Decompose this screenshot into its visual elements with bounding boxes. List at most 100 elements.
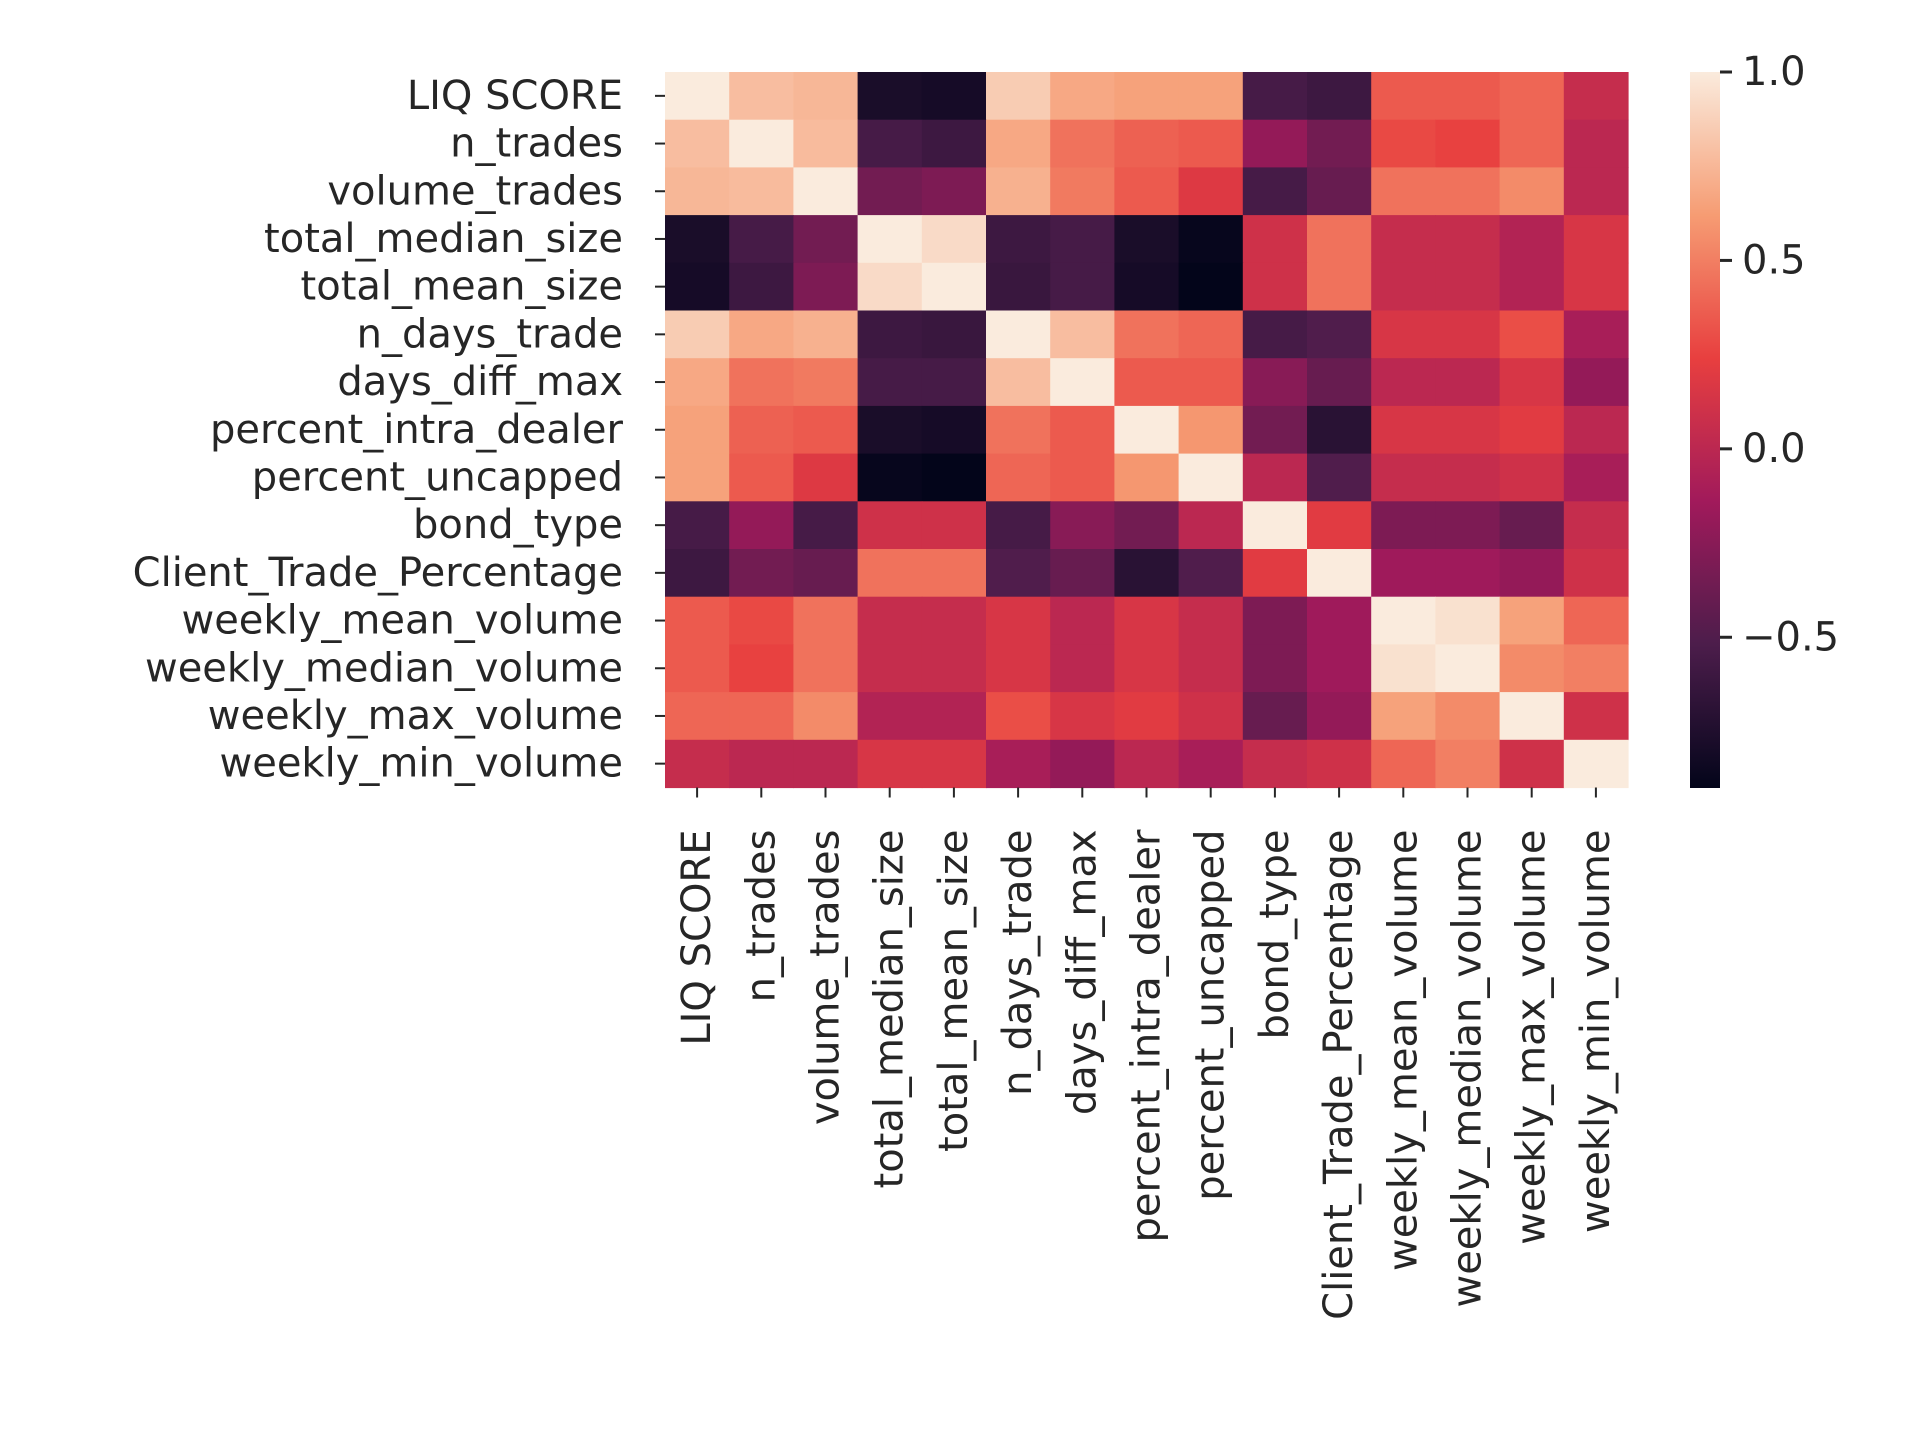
y-tick-label: LIQ SCORE xyxy=(407,73,623,119)
heatmap-cell xyxy=(921,501,987,550)
heatmap-cell xyxy=(1499,739,1565,789)
heatmap-cell xyxy=(1114,501,1180,550)
x-tick-label: total_median_size xyxy=(867,829,913,1188)
heatmap-cell xyxy=(986,644,1051,693)
y-tick-label: weekly_median_volume xyxy=(145,645,623,691)
heatmap-cell xyxy=(1178,405,1244,455)
heatmap-cell xyxy=(1371,739,1436,789)
heatmap-cell xyxy=(921,549,987,598)
heatmap-cell xyxy=(921,453,987,502)
heatmap-cell xyxy=(1435,215,1501,264)
heatmap-cell xyxy=(729,262,794,312)
heatmap-cell xyxy=(1563,310,1629,359)
heatmap-cell xyxy=(1178,549,1244,598)
heatmap-cell xyxy=(1435,739,1501,789)
heatmap-cell xyxy=(1307,215,1372,264)
heatmap-cell xyxy=(986,310,1051,359)
heatmap-cell xyxy=(1114,739,1180,789)
heatmap-cell xyxy=(1114,215,1180,264)
colorbar-tick-label: 1.0 xyxy=(1742,49,1806,95)
heatmap-cell xyxy=(1242,215,1308,264)
heatmap-cell xyxy=(1242,644,1308,693)
heatmap-cell xyxy=(1371,358,1436,407)
heatmap-cell xyxy=(1307,72,1372,121)
heatmap-cell xyxy=(857,501,923,550)
heatmap-cell xyxy=(986,549,1051,598)
heatmap-cell xyxy=(1563,215,1629,264)
heatmap-cell xyxy=(1435,310,1501,359)
colorbar-gradient xyxy=(1690,72,1720,788)
heatmap-cell xyxy=(1435,72,1501,121)
heatmap-cell xyxy=(1371,215,1436,264)
heatmap-cell xyxy=(921,72,987,121)
heatmap-cell xyxy=(1178,596,1244,645)
x-tick-label: LIQ SCORE xyxy=(674,830,720,1046)
colorbar-ticks: 1.0 0.5 0.0 −0.5 xyxy=(1720,49,1839,660)
heatmap-cell xyxy=(1050,72,1115,121)
heatmap-cell xyxy=(1242,739,1308,789)
heatmap-cell xyxy=(921,215,987,264)
heatmap-cell xyxy=(1242,596,1308,645)
heatmap-cell xyxy=(1242,262,1308,312)
heatmap-cell xyxy=(1114,692,1180,741)
heatmap-cell xyxy=(729,405,794,455)
heatmap-cell xyxy=(1499,358,1565,407)
heatmap-cell xyxy=(793,692,859,741)
heatmap-cell xyxy=(1563,119,1629,168)
heatmap-cell xyxy=(921,739,987,789)
heatmap-cell xyxy=(1499,453,1565,502)
y-tick-label: n_trades xyxy=(450,121,623,167)
heatmap-cell xyxy=(1050,453,1115,502)
heatmap-cell xyxy=(1307,596,1372,645)
heatmap-cell xyxy=(665,215,730,264)
heatmap-cell xyxy=(1435,262,1501,312)
heatmap-cell xyxy=(1371,549,1436,598)
heatmap-cell xyxy=(1371,72,1436,121)
heatmap-cell xyxy=(1050,310,1115,359)
heatmap-cell xyxy=(1371,119,1436,168)
x-tick-label: weekly_mean_volume xyxy=(1380,830,1426,1272)
heatmap-cell xyxy=(729,501,794,550)
heatmap-cell xyxy=(1371,167,1436,216)
heatmap-cell xyxy=(1307,262,1372,312)
heatmap-cell xyxy=(793,215,859,264)
heatmap-cell xyxy=(857,549,923,598)
heatmap-cell xyxy=(857,119,923,168)
heatmap-cell xyxy=(1050,215,1115,264)
heatmap-cell xyxy=(1242,310,1308,359)
heatmap-cell xyxy=(857,453,923,502)
heatmap-cell xyxy=(857,596,923,645)
heatmap-cell xyxy=(1371,453,1436,502)
heatmap-cell xyxy=(1563,739,1629,789)
x-tick-label: weekly_max_volume xyxy=(1509,830,1555,1245)
heatmap-cell xyxy=(1563,453,1629,502)
heatmap-cell xyxy=(665,549,730,598)
heatmap-cell xyxy=(921,405,987,455)
heatmap-cell xyxy=(1435,119,1501,168)
colorbar-tick-label: 0.5 xyxy=(1742,237,1806,283)
heatmap-cell xyxy=(1114,262,1180,312)
y-tick-label: percent_uncapped xyxy=(252,454,623,500)
heatmap-cell xyxy=(1114,119,1180,168)
heatmap-cell xyxy=(1435,549,1501,598)
heatmap-cell xyxy=(986,596,1051,645)
heatmap-cell xyxy=(1114,167,1180,216)
heatmap-cell xyxy=(1435,405,1501,455)
heatmap-cell xyxy=(1563,644,1629,693)
heatmap-cell xyxy=(857,739,923,789)
heatmap-cell xyxy=(729,310,794,359)
heatmap-cell xyxy=(1563,167,1629,216)
x-tick-label: bond_type xyxy=(1252,830,1298,1040)
heatmap-cell xyxy=(793,739,859,789)
x-tick-labels: LIQ SCORE n_trades volume_trades total_medi… xyxy=(674,787,1619,1320)
heatmap-cell xyxy=(921,692,987,741)
y-tick-label: days_diff_max xyxy=(337,359,623,405)
heatmap-cell xyxy=(1050,119,1115,168)
x-tick-label: Client_Trade_Percentage xyxy=(1316,830,1362,1320)
heatmap-cell xyxy=(1050,262,1115,312)
heatmap-cell xyxy=(729,739,794,789)
x-tick-label: weekly_min_volume xyxy=(1573,830,1619,1234)
heatmap-cell xyxy=(986,358,1051,407)
heatmap-cell xyxy=(1499,596,1565,645)
heatmap-cell xyxy=(1371,262,1436,312)
